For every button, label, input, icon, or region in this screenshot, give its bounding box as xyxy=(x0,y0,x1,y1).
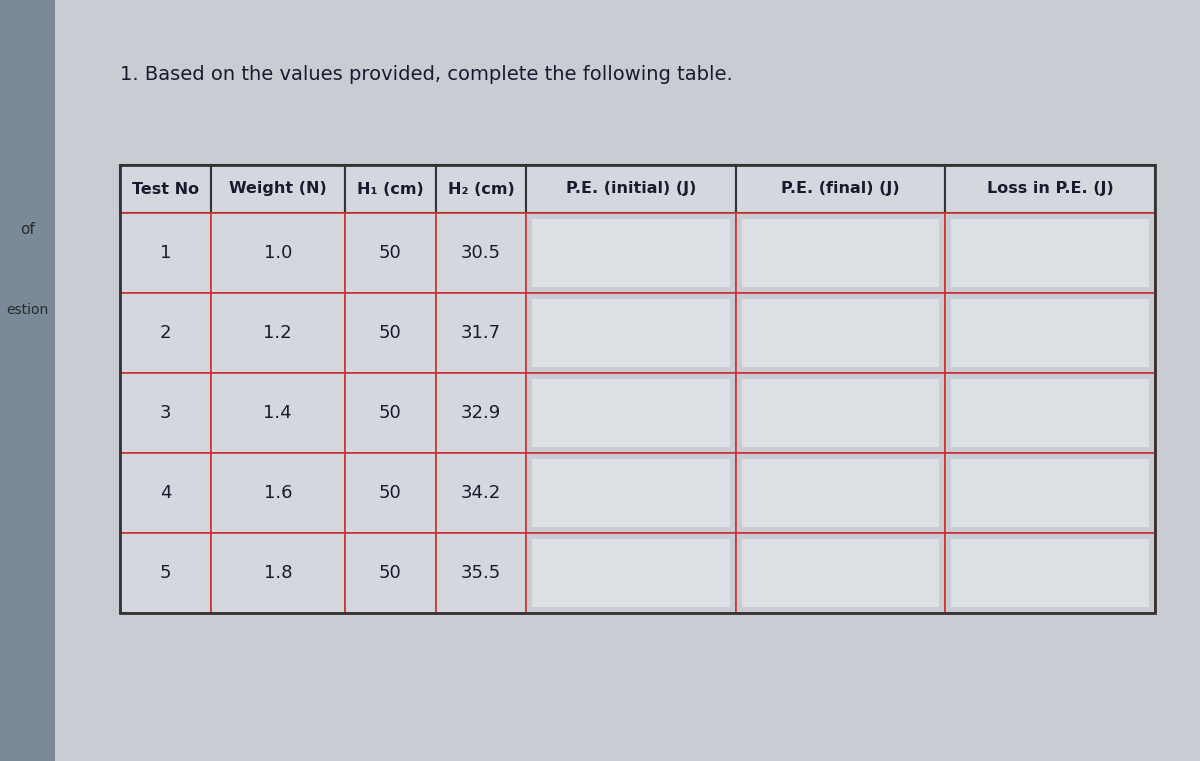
Bar xyxy=(211,293,344,373)
Bar xyxy=(736,293,946,373)
Bar xyxy=(533,539,730,607)
Text: 50: 50 xyxy=(379,404,402,422)
Text: P.E. (initial) (J): P.E. (initial) (J) xyxy=(566,182,696,196)
Bar xyxy=(946,213,1154,293)
Text: 31.7: 31.7 xyxy=(461,324,502,342)
Bar xyxy=(211,213,344,293)
Text: 1.8: 1.8 xyxy=(264,564,292,582)
Text: 50: 50 xyxy=(379,564,402,582)
Bar xyxy=(211,373,344,453)
Bar xyxy=(742,299,940,367)
Bar xyxy=(436,165,527,213)
Bar xyxy=(946,293,1154,373)
Bar xyxy=(952,299,1150,367)
Bar xyxy=(736,165,946,213)
Bar xyxy=(120,165,1154,613)
Text: 34.2: 34.2 xyxy=(461,484,502,502)
Text: 50: 50 xyxy=(379,324,402,342)
Text: 1.2: 1.2 xyxy=(264,324,292,342)
Text: 2: 2 xyxy=(160,324,172,342)
Bar xyxy=(344,293,436,373)
Bar xyxy=(344,453,436,533)
Bar xyxy=(211,453,344,533)
Bar xyxy=(436,533,527,613)
Bar xyxy=(344,213,436,293)
Bar xyxy=(742,539,940,607)
Bar xyxy=(952,459,1150,527)
Bar xyxy=(742,459,940,527)
Text: H₁ (cm): H₁ (cm) xyxy=(356,182,424,196)
Bar xyxy=(527,453,736,533)
Bar xyxy=(120,165,211,213)
Bar xyxy=(120,213,211,293)
Bar xyxy=(952,219,1150,287)
Bar xyxy=(527,373,736,453)
Bar xyxy=(527,213,736,293)
Bar xyxy=(736,373,946,453)
Bar xyxy=(0,0,55,761)
Bar xyxy=(120,533,211,613)
Text: 3: 3 xyxy=(160,404,172,422)
Bar xyxy=(946,453,1154,533)
Bar xyxy=(436,213,527,293)
Bar xyxy=(533,459,730,527)
Bar xyxy=(736,213,946,293)
Text: Loss in P.E. (J): Loss in P.E. (J) xyxy=(986,182,1114,196)
Bar xyxy=(742,379,940,447)
Bar xyxy=(120,373,211,453)
Bar xyxy=(527,165,736,213)
Bar xyxy=(527,533,736,613)
Bar xyxy=(120,293,211,373)
Bar xyxy=(952,379,1150,447)
Bar xyxy=(736,533,946,613)
Text: 1.6: 1.6 xyxy=(264,484,292,502)
Bar xyxy=(533,219,730,287)
Text: H₂ (cm): H₂ (cm) xyxy=(448,182,515,196)
Bar xyxy=(946,165,1154,213)
Text: 50: 50 xyxy=(379,244,402,262)
Text: 1. Based on the values provided, complete the following table.: 1. Based on the values provided, complet… xyxy=(120,65,733,84)
Bar xyxy=(533,299,730,367)
Bar xyxy=(533,379,730,447)
Bar xyxy=(211,533,344,613)
Bar xyxy=(946,373,1154,453)
Text: 30.5: 30.5 xyxy=(461,244,500,262)
Text: 1.4: 1.4 xyxy=(264,404,292,422)
Bar xyxy=(436,293,527,373)
Bar xyxy=(344,165,436,213)
Text: estion: estion xyxy=(6,303,49,317)
Bar xyxy=(736,453,946,533)
Bar xyxy=(742,219,940,287)
Text: Weight (N): Weight (N) xyxy=(229,182,326,196)
Text: 1.0: 1.0 xyxy=(264,244,292,262)
Bar xyxy=(211,165,344,213)
Bar xyxy=(952,539,1150,607)
Text: 32.9: 32.9 xyxy=(461,404,502,422)
Text: of: of xyxy=(20,222,35,237)
Bar xyxy=(436,453,527,533)
Text: 35.5: 35.5 xyxy=(461,564,502,582)
Bar xyxy=(527,293,736,373)
Text: Test No: Test No xyxy=(132,182,199,196)
Text: 5: 5 xyxy=(160,564,172,582)
Text: 4: 4 xyxy=(160,484,172,502)
Bar xyxy=(946,533,1154,613)
Text: P.E. (final) (J): P.E. (final) (J) xyxy=(781,182,900,196)
Text: 50: 50 xyxy=(379,484,402,502)
Bar xyxy=(344,373,436,453)
Bar xyxy=(344,533,436,613)
Text: 1: 1 xyxy=(160,244,172,262)
Bar xyxy=(120,453,211,533)
Bar xyxy=(436,373,527,453)
